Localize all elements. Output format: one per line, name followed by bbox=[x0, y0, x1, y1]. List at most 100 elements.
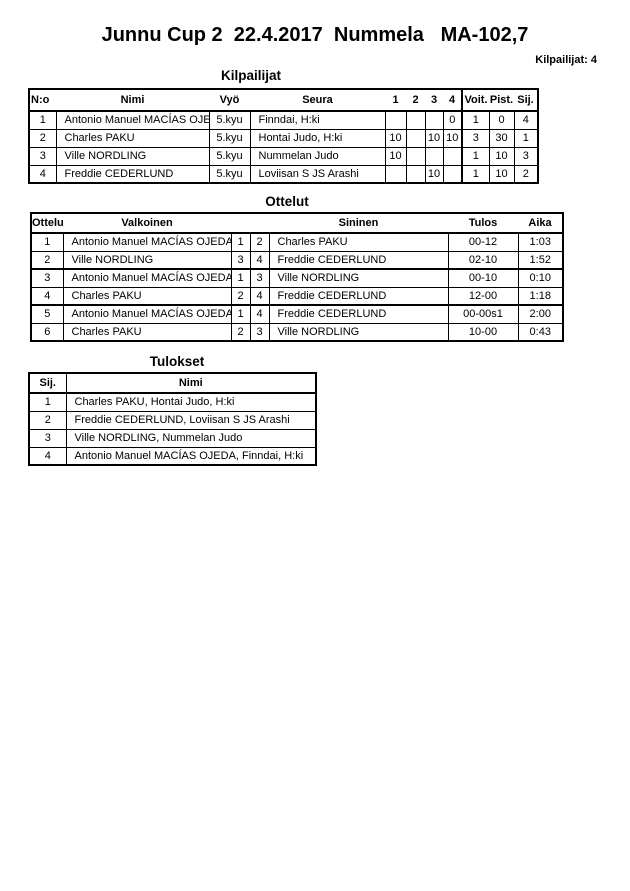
cell-match-no: 1 bbox=[30, 232, 64, 252]
competitors-count-label: Kilpailijat: 4 bbox=[535, 54, 597, 66]
cell-score-1: 10 bbox=[384, 146, 407, 166]
col-header-white-no bbox=[231, 213, 250, 234]
cell-match-no: 3 bbox=[30, 268, 64, 288]
cell-nimi: Antonio Manuel MACÍAS OJEDA, Finndai, H:… bbox=[65, 446, 317, 466]
cell-vyo: 5.kyu bbox=[208, 146, 251, 166]
col-header-aika: Aika bbox=[518, 213, 563, 234]
page-title: Junnu Cup 2 22.4.2017 Nummela MA-102,7 bbox=[101, 24, 529, 46]
cell-voit: 1 bbox=[461, 146, 490, 166]
cell-blue-no: 4 bbox=[249, 304, 270, 324]
tulokset-table: Sij. Nimi 1 Charles PAKU, Hontai Judo, H… bbox=[28, 372, 317, 466]
cell-nimi: Charles PAKU, Hontai Judo, H:ki bbox=[65, 392, 317, 412]
cell-vyo: 5.kyu bbox=[208, 128, 251, 148]
cell-sininen: Freddie CEDERLUND bbox=[268, 286, 449, 306]
cell-match-no: 2 bbox=[30, 250, 64, 270]
cell-seura: Nummelan Judo bbox=[249, 146, 386, 166]
cell-aika: 0:43 bbox=[517, 322, 564, 342]
cell-sininen: Freddie CEDERLUND bbox=[268, 304, 449, 324]
cell-score-1: 10 bbox=[384, 128, 407, 148]
cell-nimi: Freddie CEDERLUND, Loviisan S JS Arashi bbox=[65, 410, 317, 430]
cell-no: 1 bbox=[28, 110, 57, 130]
cell-voit: 1 bbox=[461, 164, 490, 184]
col-header-2: 2 bbox=[406, 89, 425, 112]
cell-nimi: Ville NORDLING bbox=[55, 146, 210, 166]
cell-tulos: 02-10 bbox=[447, 250, 519, 270]
cell-aika: 0:10 bbox=[517, 268, 564, 288]
cell-blue-no: 4 bbox=[249, 250, 270, 270]
cell-tulos: 00-10 bbox=[447, 268, 519, 288]
competitor-row: 4 Freddie CEDERLUND 5.kyu Loviisan S JS … bbox=[28, 164, 539, 184]
ottelut-header-row: Ottelu Valkoinen Sininen Tulos Aika bbox=[31, 213, 563, 234]
result-row: 1 Charles PAKU, Hontai Judo, H:ki bbox=[28, 392, 317, 412]
col-header-1: 1 bbox=[385, 89, 406, 112]
cell-score-4 bbox=[442, 164, 463, 184]
cell-sij: 2 bbox=[513, 164, 539, 184]
cell-aika: 2:00 bbox=[517, 304, 564, 324]
col-header-no: N:o bbox=[29, 89, 56, 112]
cell-match-no: 5 bbox=[30, 304, 64, 324]
competitor-row: 2 Charles PAKU 5.kyu Hontai Judo, H:ki 1… bbox=[28, 128, 539, 148]
col-header-ottelu: Ottelu bbox=[31, 213, 64, 234]
result-row: 2 Freddie CEDERLUND, Loviisan S JS Arash… bbox=[28, 410, 317, 430]
match-row: 2 Ville NORDLING 3 4 Freddie CEDERLUND 0… bbox=[30, 250, 564, 270]
cell-voit: 3 bbox=[461, 128, 490, 148]
cell-score-3: 10 bbox=[424, 164, 444, 184]
cell-voit: 1 bbox=[461, 110, 490, 130]
cell-score-2 bbox=[405, 146, 426, 166]
tulokset-heading: Tulokset bbox=[149, 354, 205, 369]
cell-tulos: 10-00 bbox=[447, 322, 519, 342]
match-row: 1 Antonio Manuel MACÍAS OJEDA 1 2 Charle… bbox=[30, 232, 564, 252]
match-row: 6 Charles PAKU 2 3 Ville NORDLING 10-00 … bbox=[30, 322, 564, 342]
col-header-vyo: Vyö bbox=[209, 89, 250, 112]
cell-aika: 1:18 bbox=[517, 286, 564, 306]
cell-sininen: Ville NORDLING bbox=[268, 322, 449, 342]
col-header-tulos: Tulos bbox=[448, 213, 518, 234]
cell-blue-no: 3 bbox=[249, 322, 270, 342]
cell-tulos: 00-12 bbox=[447, 232, 519, 252]
cell-score-2 bbox=[405, 128, 426, 148]
cell-sij: 1 bbox=[28, 392, 67, 412]
tulokset-header-row: Sij. Nimi bbox=[29, 373, 316, 394]
cell-white-no: 1 bbox=[230, 304, 251, 324]
cell-sij: 4 bbox=[28, 446, 67, 466]
cell-sij: 3 bbox=[28, 428, 67, 448]
cell-seura: Finndai, H:ki bbox=[249, 110, 386, 130]
cell-sij: 1 bbox=[513, 128, 539, 148]
cell-sininen: Freddie CEDERLUND bbox=[268, 250, 449, 270]
cell-pist: 30 bbox=[488, 128, 515, 148]
col-header-nimi: Nimi bbox=[56, 89, 209, 112]
cell-score-4 bbox=[442, 146, 463, 166]
cell-blue-no: 4 bbox=[249, 286, 270, 306]
cell-sij: 2 bbox=[28, 410, 67, 430]
cell-score-3 bbox=[424, 146, 444, 166]
cell-nimi: Freddie CEDERLUND bbox=[55, 164, 210, 184]
cell-no: 2 bbox=[28, 128, 57, 148]
cell-white-no: 1 bbox=[230, 232, 251, 252]
cell-score-2 bbox=[405, 164, 426, 184]
cell-score-3 bbox=[424, 110, 444, 130]
cell-tulos: 12-00 bbox=[447, 286, 519, 306]
col-header-pist: Pist. bbox=[489, 89, 514, 112]
cell-nimi: Ville NORDLING, Nummelan Judo bbox=[65, 428, 317, 448]
col-header-sininen: Sininen bbox=[269, 213, 448, 234]
cell-seura: Loviisan S JS Arashi bbox=[249, 164, 386, 184]
col-header-3: 3 bbox=[425, 89, 443, 112]
match-row: 3 Antonio Manuel MACÍAS OJEDA 1 3 Ville … bbox=[30, 268, 564, 288]
cell-seura: Hontai Judo, H:ki bbox=[249, 128, 386, 148]
competitor-row: 3 Ville NORDLING 5.kyu Nummelan Judo 10 … bbox=[28, 146, 539, 166]
col-header-sij: Sij. bbox=[514, 89, 538, 112]
cell-aika: 1:03 bbox=[517, 232, 564, 252]
result-row: 4 Antonio Manuel MACÍAS OJEDA, Finndai, … bbox=[28, 446, 317, 466]
competitor-row: 1 Antonio Manuel MACÍAS OJEDA 5.kyu Finn… bbox=[28, 110, 539, 130]
cell-sininen: Ville NORDLING bbox=[268, 268, 449, 288]
cell-score-3: 10 bbox=[424, 128, 444, 148]
col-header-voit: Voit. bbox=[461, 89, 489, 112]
cell-blue-no: 2 bbox=[249, 232, 270, 252]
cell-vyo: 5.kyu bbox=[208, 164, 251, 184]
cell-no: 4 bbox=[28, 164, 57, 184]
kilpailijat-heading: Kilpailijat bbox=[220, 68, 282, 83]
kilpailijat-header-row: N:o Nimi Vyö Seura 1 2 3 4 Voit. Pist. S… bbox=[29, 89, 538, 112]
cell-match-no: 6 bbox=[30, 322, 64, 342]
cell-tulos: 00-00s1 bbox=[447, 304, 519, 324]
col-header-4: 4 bbox=[443, 89, 462, 112]
